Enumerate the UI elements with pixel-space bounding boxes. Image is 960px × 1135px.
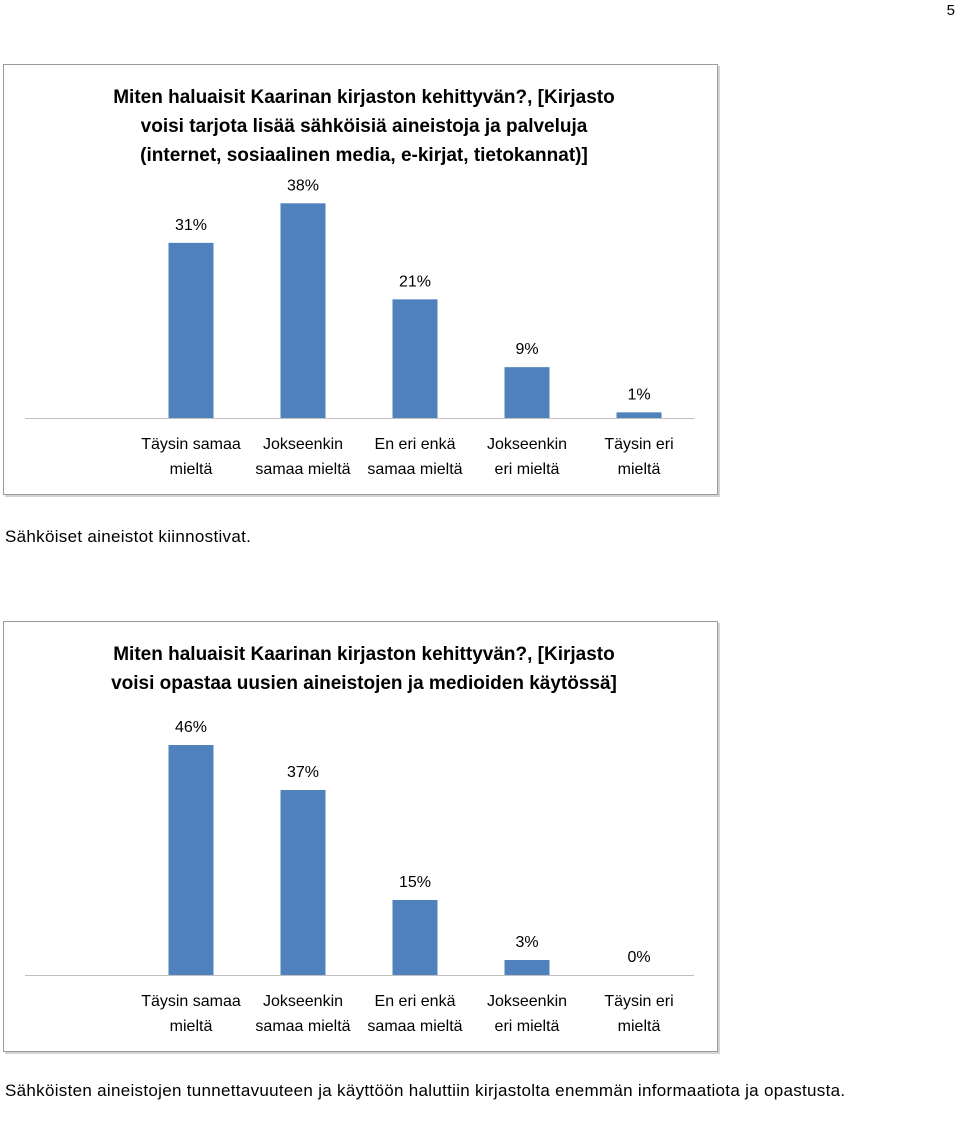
chart-title-line: Miten haluaisit Kaarinan kirjaston kehit… — [113, 644, 615, 665]
data-label: 9% — [515, 341, 538, 358]
x-tick-label: En eri enkä — [375, 993, 456, 1010]
x-tick-label: samaa mieltä — [255, 461, 350, 478]
chart-electronic-materials: Miten haluaisit Kaarinan kirjaston kehit… — [3, 64, 718, 495]
data-label: 37% — [287, 764, 319, 781]
data-label: 1% — [627, 386, 650, 403]
caption-text: Sähköisten aineistojen tunnettavuuteen j… — [5, 1081, 846, 1100]
x-tick-label: Jokseenkin — [487, 993, 567, 1010]
x-tick-label: Jokseenkin — [263, 436, 343, 453]
x-tick-label: eri mieltä — [495, 1018, 560, 1035]
x-tick-label: En eri enkä — [375, 436, 456, 453]
x-tick-label: mieltä — [170, 1018, 213, 1035]
bar — [616, 412, 662, 418]
x-tick-label: Täysin samaa — [141, 993, 241, 1010]
bar — [280, 203, 326, 418]
x-tick-label: samaa mieltä — [367, 461, 462, 478]
data-label: 46% — [175, 719, 207, 736]
bar-chart-plot: 31% Täysin samaa mieltä 38% Jokseenkin samaa … — [25, 177, 694, 478]
bar — [504, 367, 550, 418]
bar — [280, 790, 326, 975]
chart-title-line: voisi tarjota lisää sähköisiä aineistoja… — [140, 116, 588, 137]
bar — [392, 299, 438, 418]
data-label: 38% — [287, 177, 319, 194]
bar — [168, 745, 214, 975]
chart-title-line: Miten haluaisit Kaarinan kirjaston kehit… — [113, 87, 615, 108]
x-tick-label: samaa mieltä — [255, 1018, 350, 1035]
x-tick-label: mieltä — [170, 461, 213, 478]
x-tick-label: Täysin samaa — [141, 436, 241, 453]
data-label: 15% — [399, 874, 431, 891]
data-label: 21% — [399, 273, 431, 290]
x-tick-label: Jokseenkin — [487, 436, 567, 453]
chart-title: Miten haluaisit Kaarinan kirjaston kehit… — [64, 640, 664, 698]
chart-title: Miten haluaisit Kaarinan kirjaston kehit… — [64, 83, 664, 170]
x-tick-label: Täysin eri — [604, 993, 673, 1010]
caption-text: Sähköiset aineistot kiinnostivat. — [5, 527, 252, 546]
bar — [392, 900, 438, 975]
data-label: 31% — [175, 217, 207, 234]
data-label: 0% — [627, 949, 650, 966]
page-number: 5 — [946, 2, 955, 19]
x-tick-label: samaa mieltä — [367, 1018, 462, 1035]
chart-guidance-new-media: Miten haluaisit Kaarinan kirjaston kehit… — [3, 621, 718, 1052]
bar — [504, 960, 550, 975]
x-tick-label: Täysin eri — [604, 436, 673, 453]
x-tick-label: eri mieltä — [495, 461, 560, 478]
data-label: 3% — [515, 934, 538, 951]
chart-title-line: (internet, sosiaalinen media, e-kirjat, … — [140, 145, 588, 166]
bar — [168, 242, 214, 418]
x-tick-label: Jokseenkin — [263, 993, 343, 1010]
bar-chart-plot: 46% Täysin samaa mieltä 37% Jokseenkin samaa … — [25, 719, 694, 1035]
x-tick-label: mieltä — [618, 461, 661, 478]
chart-title-line: voisi opastaa uusien aineistojen ja medi… — [111, 673, 617, 694]
x-tick-label: mieltä — [618, 1018, 661, 1035]
